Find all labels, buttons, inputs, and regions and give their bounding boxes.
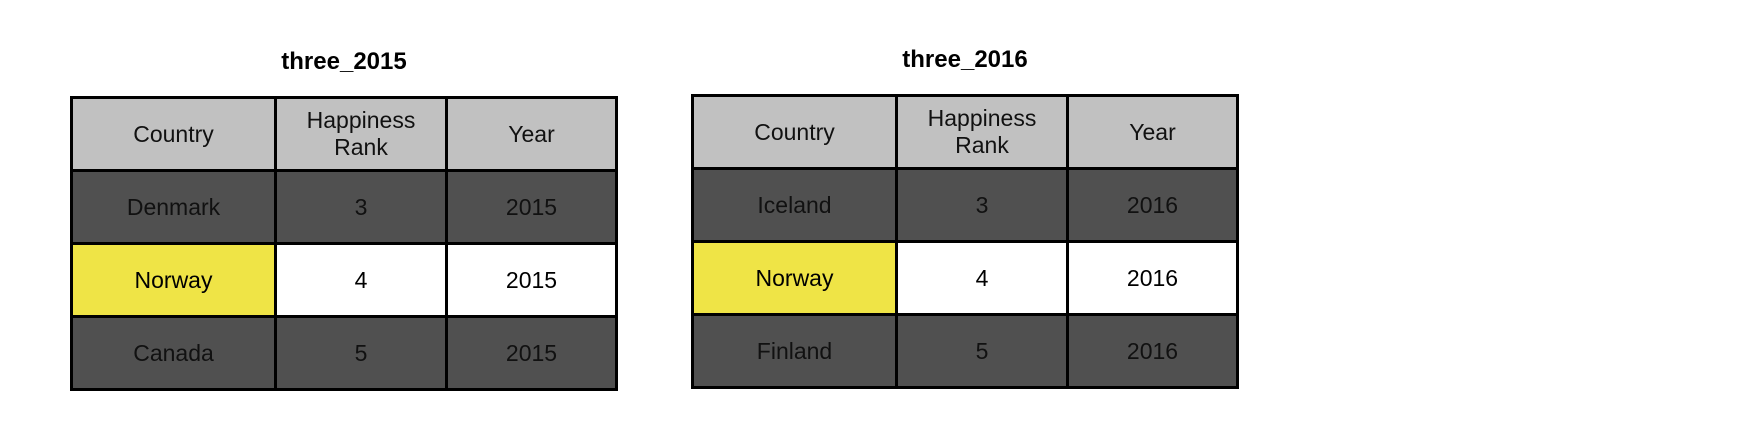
cell-rank: 4: [274, 242, 448, 318]
cell-country: Iceland: [691, 167, 898, 243]
table-row: Iceland 3 2016: [691, 167, 1239, 243]
header-cell-year: Year: [445, 96, 618, 172]
table-block-2015: three_2015 Country Happiness Rank Year D…: [70, 50, 618, 391]
header-row: Country Happiness Rank Year: [70, 96, 618, 172]
header-row: Country Happiness Rank Year: [691, 94, 1239, 170]
table-title: three_2016: [902, 46, 1028, 73]
header-cell-country: Country: [70, 96, 277, 172]
header-cell-year: Year: [1066, 94, 1239, 170]
table-title: three_2015: [281, 48, 407, 75]
cell-year: 2015: [445, 169, 618, 245]
table-row: Canada 5 2015: [70, 315, 618, 391]
cell-year: 2016: [1066, 313, 1239, 389]
table-row: Norway 4 2016: [691, 240, 1239, 316]
table-block-2016: three_2016 Country Happiness Rank Year I…: [691, 48, 1239, 389]
cell-year: 2015: [445, 242, 618, 318]
header-cell-country: Country: [691, 94, 898, 170]
cell-country: Canada: [70, 315, 277, 391]
table-row: Norway 4 2015: [70, 242, 618, 318]
cell-rank: 5: [274, 315, 448, 391]
cell-rank: 4: [895, 240, 1069, 316]
cell-year: 2015: [445, 315, 618, 391]
data-table: Country Happiness Rank Year Denmark 3 20…: [70, 96, 618, 391]
cell-country: Finland: [691, 313, 898, 389]
cell-country: Denmark: [70, 169, 277, 245]
header-cell-happiness-rank: Happiness Rank: [274, 96, 448, 172]
cell-year: 2016: [1066, 240, 1239, 316]
cell-rank: 5: [895, 313, 1069, 389]
cell-country: Norway: [70, 242, 277, 318]
cell-year: 2016: [1066, 167, 1239, 243]
cell-rank: 3: [895, 167, 1069, 243]
cell-rank: 3: [274, 169, 448, 245]
table-row: Finland 5 2016: [691, 313, 1239, 389]
table-row: Denmark 3 2015: [70, 169, 618, 245]
data-table: Country Happiness Rank Year Iceland 3 20…: [691, 94, 1239, 389]
header-cell-happiness-rank: Happiness Rank: [895, 94, 1069, 170]
cell-country: Norway: [691, 240, 898, 316]
